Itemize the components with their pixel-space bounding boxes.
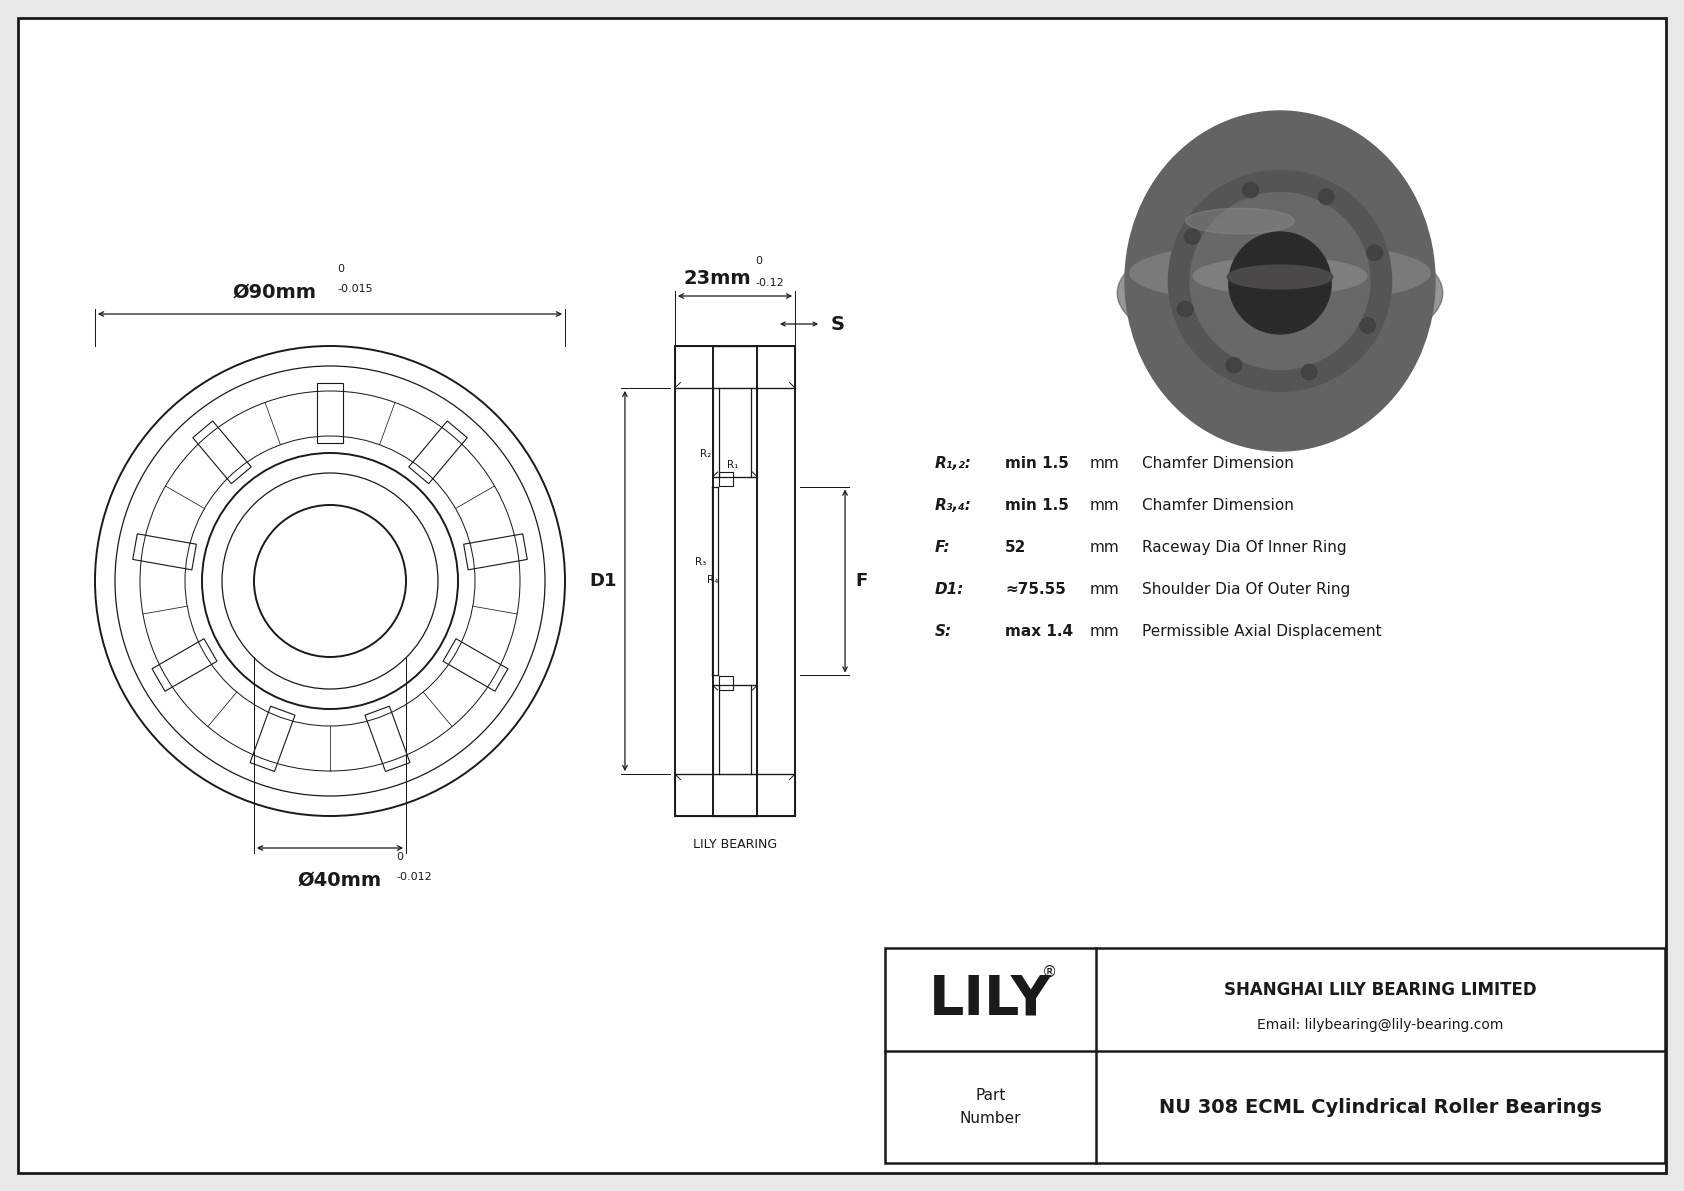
Ellipse shape (1186, 208, 1295, 233)
Text: Permissible Axial Displacement: Permissible Axial Displacement (1142, 624, 1381, 640)
Text: D1:: D1: (935, 582, 965, 597)
Text: 52: 52 (1005, 540, 1026, 555)
Text: Email: lilybearing@lily-bearing.com: Email: lilybearing@lily-bearing.com (1258, 1017, 1504, 1031)
Bar (712, 686, 758, 774)
Text: -0.015: -0.015 (337, 283, 372, 294)
Text: mm: mm (1090, 456, 1120, 470)
Text: D1: D1 (589, 572, 616, 590)
Text: Chamfer Dimension: Chamfer Dimension (1142, 456, 1293, 470)
Ellipse shape (1125, 111, 1435, 451)
Text: SHANGHAI LILY BEARING LIMITED: SHANGHAI LILY BEARING LIMITED (1224, 980, 1536, 998)
Ellipse shape (1302, 364, 1317, 380)
Ellipse shape (1319, 189, 1334, 205)
Ellipse shape (1361, 318, 1376, 333)
Text: S: S (832, 314, 845, 333)
Text: 0: 0 (396, 852, 402, 862)
Bar (719, 472, 733, 486)
Text: R₁: R₁ (727, 460, 738, 469)
Ellipse shape (1367, 245, 1383, 261)
Text: F:: F: (935, 540, 951, 555)
Text: Ø90mm: Ø90mm (232, 283, 317, 303)
Text: S:: S: (935, 624, 951, 640)
Bar (886, 948, 1665, 1162)
Text: R₂: R₂ (701, 449, 711, 459)
Text: mm: mm (1090, 582, 1120, 597)
Text: Raceway Dia Of Inner Ring: Raceway Dia Of Inner Ring (1142, 540, 1347, 555)
Text: Shoulder Dia Of Outer Ring: Shoulder Dia Of Outer Ring (1142, 582, 1351, 597)
Ellipse shape (1226, 357, 1241, 373)
Ellipse shape (1228, 266, 1332, 289)
Text: min 1.5: min 1.5 (1005, 456, 1069, 470)
Text: 0: 0 (754, 256, 761, 266)
Text: R₃,₄:: R₃,₄: (935, 498, 972, 513)
Text: max 1.4: max 1.4 (1005, 624, 1073, 640)
Bar (675, 774, 795, 816)
Text: R₃: R₃ (695, 557, 706, 567)
Text: R₄: R₄ (707, 575, 719, 585)
Text: ®: ® (1042, 965, 1058, 980)
Text: F: F (855, 572, 867, 590)
Text: -0.012: -0.012 (396, 872, 431, 883)
Ellipse shape (1116, 229, 1443, 357)
Text: ≈75.55: ≈75.55 (1005, 582, 1066, 597)
Text: Ø40mm: Ø40mm (298, 871, 382, 890)
Ellipse shape (1177, 301, 1192, 317)
Ellipse shape (1169, 170, 1391, 392)
Text: Chamfer Dimension: Chamfer Dimension (1142, 498, 1293, 513)
Ellipse shape (1130, 243, 1430, 304)
Text: min 1.5: min 1.5 (1005, 498, 1069, 513)
Text: 0: 0 (337, 264, 344, 274)
Bar (675, 347, 795, 388)
Ellipse shape (1243, 182, 1258, 198)
Ellipse shape (1184, 229, 1201, 244)
Text: R₁,₂:: R₁,₂: (935, 456, 972, 470)
Text: mm: mm (1090, 540, 1120, 555)
Bar (719, 472, 733, 486)
Ellipse shape (1229, 232, 1330, 333)
Text: LILY: LILY (930, 973, 1052, 1027)
Bar (719, 676, 733, 691)
Text: NU 308 ECML Cylindrical Roller Bearings: NU 308 ECML Cylindrical Roller Bearings (1159, 1098, 1601, 1117)
Bar (712, 388, 758, 476)
Ellipse shape (1191, 193, 1369, 369)
Text: -0.12: -0.12 (754, 278, 783, 288)
Ellipse shape (1194, 257, 1367, 294)
Bar (719, 676, 733, 691)
Text: 23mm: 23mm (684, 269, 751, 288)
Text: LILY BEARING: LILY BEARING (692, 838, 776, 852)
Text: mm: mm (1090, 624, 1120, 640)
Text: mm: mm (1090, 498, 1120, 513)
Text: Part
Number: Part Number (960, 1089, 1021, 1125)
